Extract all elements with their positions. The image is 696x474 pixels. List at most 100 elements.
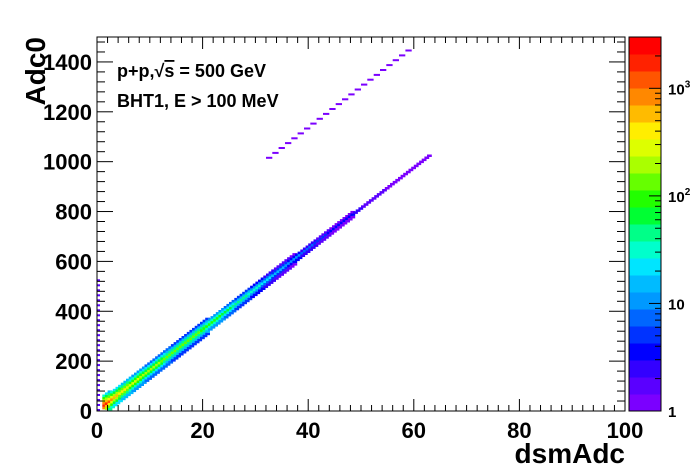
heat-cell xyxy=(126,378,131,382)
color-scale-segment xyxy=(629,88,661,106)
heat-cell xyxy=(367,78,374,81)
heat-cell xyxy=(184,336,189,339)
heat-cell xyxy=(284,266,290,270)
heat-cell xyxy=(163,355,168,358)
heat-cell xyxy=(304,127,311,130)
heat-cell xyxy=(392,59,399,62)
heat-cell xyxy=(173,347,179,350)
heat-cell xyxy=(223,316,229,319)
heat-cell xyxy=(170,356,176,360)
heat-cell xyxy=(184,339,189,342)
heat-cell xyxy=(223,308,229,311)
heat-cell xyxy=(305,248,311,251)
heat-cell xyxy=(112,393,118,397)
heat-cell xyxy=(163,350,168,353)
heat-cell xyxy=(226,308,232,312)
heat-cell xyxy=(408,168,414,172)
heat-cell xyxy=(144,371,150,375)
heat-cell xyxy=(192,332,197,336)
heat-cell xyxy=(192,340,197,343)
heat-cell xyxy=(310,243,316,247)
heat-cell xyxy=(163,357,168,361)
heat-cell xyxy=(310,122,317,125)
heat-cell xyxy=(427,154,432,157)
heat-cell xyxy=(147,369,152,373)
heat-cell xyxy=(316,239,321,243)
heat-cell xyxy=(207,325,213,329)
heat-cell xyxy=(97,349,100,352)
heat-cell xyxy=(345,217,350,220)
heat-cell xyxy=(318,240,324,243)
heat-cell xyxy=(326,234,332,237)
heat-cell xyxy=(97,304,100,307)
heat-cell xyxy=(205,317,210,321)
heat-cell xyxy=(411,166,416,170)
heat-cell xyxy=(186,334,192,337)
heat-cell xyxy=(157,359,163,362)
heat-cell xyxy=(247,290,253,293)
x-tick-label: 20 xyxy=(190,418,214,443)
heat-cell xyxy=(279,273,284,276)
heat-cell xyxy=(197,331,203,334)
heat-cell xyxy=(236,300,242,304)
heat-cell xyxy=(205,325,210,328)
heat-cell xyxy=(258,279,263,283)
heat-cell xyxy=(194,325,200,329)
heat-cell xyxy=(239,293,245,297)
heat-cell xyxy=(110,405,115,409)
color-scale-segment xyxy=(629,343,661,361)
heat-cell xyxy=(273,269,279,273)
heat-cell xyxy=(107,390,113,393)
heat-cell xyxy=(181,336,187,339)
heat-cell xyxy=(285,142,292,145)
heat-cell xyxy=(266,156,273,159)
heat-cell xyxy=(258,282,263,285)
heat-cell xyxy=(392,180,398,184)
heat-cell xyxy=(239,301,245,304)
heat-cell xyxy=(308,245,313,249)
heat-cell xyxy=(139,376,144,379)
color-scale-segment xyxy=(629,258,661,276)
heat-cell xyxy=(189,342,195,345)
heat-cell xyxy=(165,363,171,366)
heat-cell xyxy=(102,406,108,410)
heat-cell xyxy=(244,294,250,298)
heat-cell xyxy=(284,269,290,272)
x-tick-label: 0 xyxy=(91,418,103,443)
color-scale-segment xyxy=(629,122,661,140)
heat-cell xyxy=(152,368,158,371)
heat-cell xyxy=(176,347,181,350)
heat-cell xyxy=(215,317,221,320)
heat-cell xyxy=(242,299,247,302)
heat-cell xyxy=(218,315,224,318)
color-scale-segment xyxy=(629,173,661,191)
heat-cell xyxy=(295,253,300,257)
heat-cell xyxy=(170,349,176,352)
heat-cell xyxy=(115,389,121,392)
energy-annotation: p+p,√s = 500 GeV xyxy=(117,61,266,81)
heat-cell xyxy=(202,334,208,338)
heat-cell xyxy=(363,203,369,206)
heat-cell xyxy=(268,271,274,274)
heat-cell xyxy=(366,201,372,204)
heat-cell xyxy=(250,288,255,291)
heat-cell xyxy=(421,158,427,162)
heat-cell xyxy=(300,254,306,257)
trigger-annotation: BHT1, E > 100 MeV xyxy=(117,91,279,111)
heat-cell xyxy=(120,382,126,386)
heat-cell xyxy=(384,187,390,190)
heat-cell xyxy=(205,320,210,323)
heat-cell xyxy=(405,49,412,52)
heat-cell xyxy=(255,286,261,290)
heat-cell xyxy=(186,341,192,345)
heat-cell xyxy=(134,387,139,390)
heat-cell xyxy=(136,375,142,378)
y-axis-title: Adc0 xyxy=(20,37,51,105)
heat-cell xyxy=(242,296,247,300)
heat-cell xyxy=(263,280,269,283)
heat-cell xyxy=(424,156,430,159)
heat-cell xyxy=(126,386,131,389)
heat-cell xyxy=(268,278,274,282)
heat-cell xyxy=(115,401,121,405)
